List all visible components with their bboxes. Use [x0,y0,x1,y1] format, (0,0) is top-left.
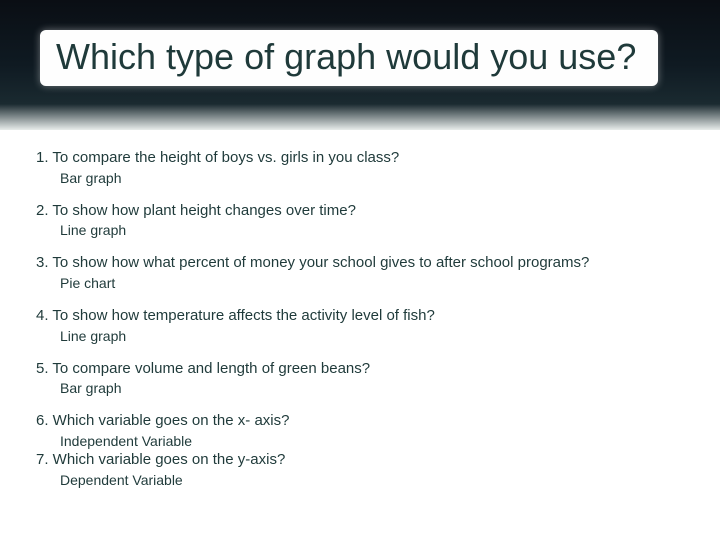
answer-text: Pie chart [36,274,684,292]
list-item: 5. To compare volume and length of green… [36,359,684,398]
question-text: 7. Which variable goes on the y-axis? [36,450,684,470]
question-text: 2. To show how plant height changes over… [36,201,684,221]
answer-text: Line graph [36,221,684,239]
answer-text: Bar graph [36,169,684,187]
list-item: 3. To show how what percent of money you… [36,253,684,292]
question-text: 6. Which variable goes on the x- axis? [36,411,684,431]
list-item: 1. To compare the height of boys vs. gir… [36,148,684,187]
list-item: 6. Which variable goes on the x- axis? I… [36,411,684,450]
question-text: 1. To compare the height of boys vs. gir… [36,148,684,168]
content-area: 1. To compare the height of boys vs. gir… [0,130,720,499]
list-item: 4. To show how temperature affects the a… [36,306,684,345]
list-item: 2. To show how plant height changes over… [36,201,684,240]
question-text: 4. To show how temperature affects the a… [36,306,684,326]
question-text: 5. To compare volume and length of green… [36,359,684,379]
answer-text: Dependent Variable [36,471,684,489]
title-banner: Which type of graph would you use? [0,0,720,130]
list-item: 7. Which variable goes on the y-axis? De… [36,450,684,489]
slide-title: Which type of graph would you use? [40,30,658,85]
answer-text: Bar graph [36,379,684,397]
answer-text: Line graph [36,327,684,345]
answer-text: Independent Variable [36,432,684,450]
question-text: 3. To show how what percent of money you… [36,253,684,273]
